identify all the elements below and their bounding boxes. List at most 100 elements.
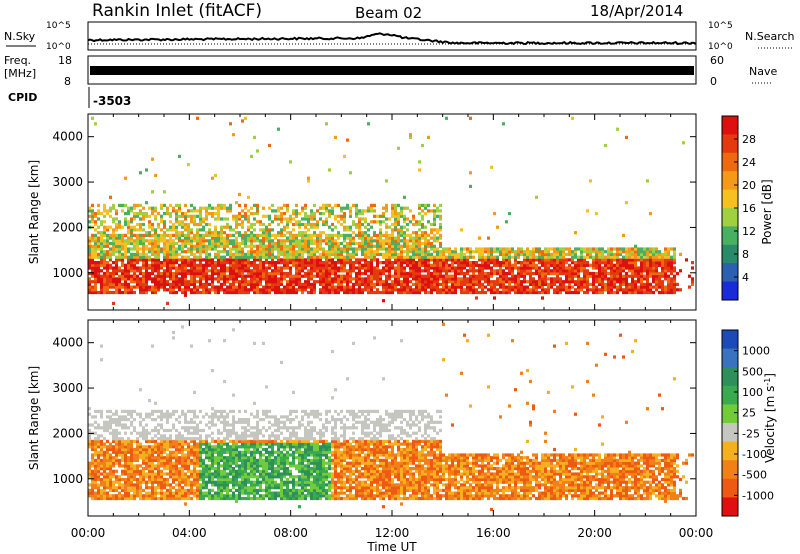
data-cell <box>421 277 424 281</box>
data-cell <box>139 442 142 446</box>
data-cell <box>130 496 133 501</box>
data-cell <box>112 271 115 276</box>
data-cell <box>613 255 616 259</box>
data-cell <box>301 290 304 295</box>
data-cell <box>187 456 190 460</box>
data-cell <box>334 271 337 276</box>
data-cell <box>166 458 169 463</box>
data-cell <box>160 228 163 232</box>
data-cell <box>223 241 226 246</box>
data-cell <box>181 480 184 484</box>
data-cell <box>265 225 268 229</box>
data-cell <box>211 212 214 216</box>
data-cell <box>247 214 250 218</box>
data-cell <box>88 439 91 444</box>
data-cell <box>130 285 133 289</box>
data-cell <box>289 282 292 287</box>
data-cell <box>160 496 163 501</box>
data-cell <box>301 209 304 213</box>
data-cell <box>388 288 391 292</box>
data-cell <box>169 271 172 276</box>
data-cell <box>157 263 160 267</box>
data-cell <box>94 453 97 457</box>
data-cell <box>100 282 103 287</box>
data-cell <box>490 269 493 273</box>
data-cell <box>460 288 463 292</box>
data-cell <box>658 252 661 257</box>
data-cell <box>223 261 226 265</box>
data-cell <box>400 244 403 248</box>
data-cell <box>484 271 487 276</box>
data-cell <box>358 274 361 278</box>
data-cell <box>145 258 148 262</box>
data-cell <box>268 250 271 254</box>
data-cell <box>589 252 592 257</box>
data-cell <box>337 285 340 289</box>
data-cell <box>397 258 400 262</box>
data-cell <box>610 288 613 292</box>
data-cell <box>166 274 169 278</box>
data-cell <box>595 212 598 216</box>
data-cell <box>346 285 349 289</box>
data-cell <box>193 261 196 265</box>
data-cell <box>139 420 142 424</box>
data-cell <box>526 263 529 267</box>
data-cell <box>400 285 403 289</box>
data-cell <box>406 263 409 267</box>
data-cell <box>436 285 439 289</box>
data-cell <box>187 236 190 240</box>
data-cell <box>181 263 184 267</box>
data-cell <box>181 472 184 476</box>
data-cell <box>265 274 268 278</box>
data-cell <box>577 261 580 265</box>
data-cell <box>469 274 472 278</box>
data-cell <box>124 426 127 430</box>
data-cell <box>289 241 292 246</box>
data-cell <box>151 469 154 473</box>
data-cell <box>226 252 229 257</box>
data-cell <box>442 277 445 281</box>
data-cell <box>412 244 415 248</box>
data-cell <box>217 261 220 265</box>
data-cell <box>115 269 118 273</box>
data-cell <box>610 271 613 276</box>
data-cell <box>394 225 397 229</box>
data-cell <box>541 252 544 257</box>
data-cell <box>526 266 529 270</box>
data-cell <box>103 486 106 490</box>
data-cell <box>286 288 289 292</box>
data-cell <box>292 288 295 292</box>
data-cell <box>208 263 211 267</box>
data-cell <box>478 285 481 289</box>
data-cell <box>349 225 352 229</box>
data-cell <box>619 274 622 278</box>
data-cell <box>295 274 298 278</box>
data-cell <box>337 282 340 287</box>
data-cell <box>451 290 454 295</box>
data-cell <box>148 439 151 444</box>
data-cell <box>118 461 121 465</box>
data-cell <box>145 247 148 251</box>
data-cell <box>457 282 460 287</box>
data-cell <box>349 280 352 284</box>
data-cell <box>601 255 604 259</box>
data-cell <box>382 271 385 276</box>
data-cell <box>91 415 94 419</box>
data-cell <box>178 214 181 218</box>
data-cell <box>250 277 253 281</box>
data-cell <box>394 222 397 227</box>
data-cell <box>559 250 562 254</box>
data-cell <box>271 252 274 257</box>
data-cell <box>367 290 370 295</box>
data-cell <box>97 494 100 498</box>
data-cell <box>610 258 613 262</box>
data-cell <box>256 149 259 153</box>
data-cell <box>241 288 244 292</box>
data-cell <box>250 288 253 292</box>
data-cell <box>142 252 145 257</box>
data-cell <box>367 222 370 227</box>
data-cell <box>355 280 358 284</box>
data-cell <box>115 225 118 229</box>
data-cell <box>121 271 124 276</box>
data-cell <box>355 212 358 216</box>
